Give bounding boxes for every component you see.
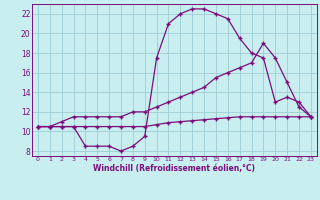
X-axis label: Windchill (Refroidissement éolien,°C): Windchill (Refroidissement éolien,°C) bbox=[93, 164, 255, 173]
